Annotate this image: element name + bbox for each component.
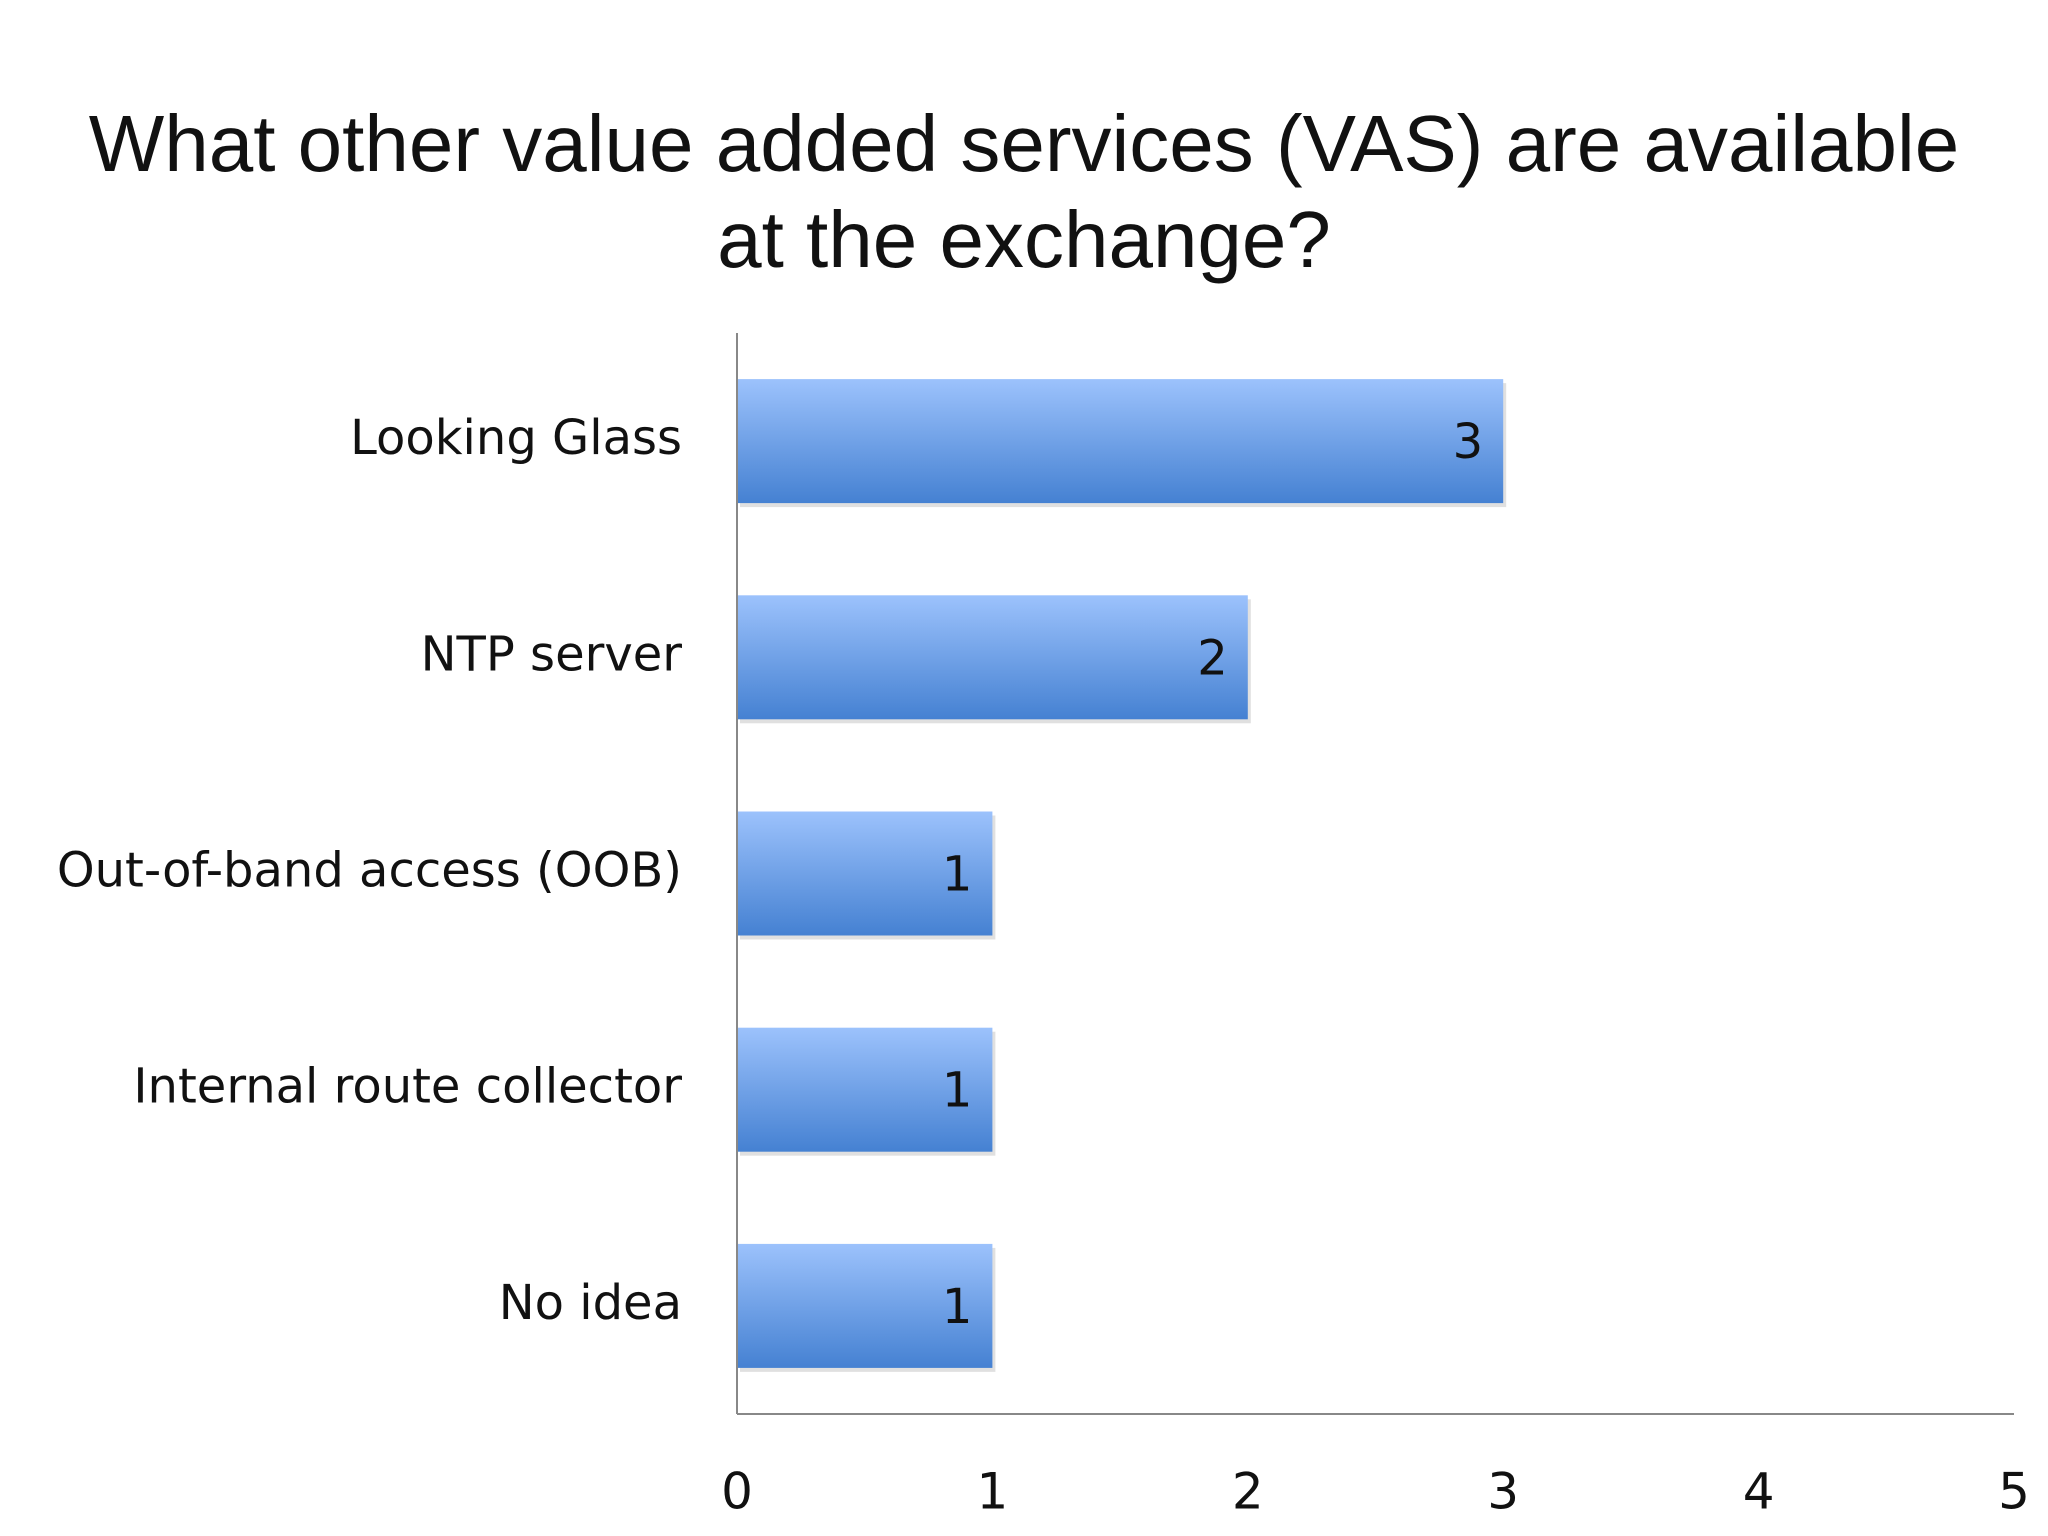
x-tick-label: 1 <box>976 1463 1008 1521</box>
x-tick-label: 4 <box>1743 1463 1775 1521</box>
category-label: No idea <box>499 1275 682 1331</box>
data-label: 1 <box>942 1063 973 1119</box>
bars-layer <box>737 379 1507 1372</box>
data-label: 1 <box>942 847 973 903</box>
bar <box>737 1243 993 1368</box>
chart-title-line-2: at the exchange? <box>717 195 1331 284</box>
chart-title: What other value added services (VAS) ar… <box>0 96 2048 288</box>
category-label: Internal route collector <box>133 1059 682 1115</box>
data-label: 3 <box>1453 414 1484 470</box>
bar <box>737 811 993 936</box>
category-label: Out-of-band access (OOB) <box>57 843 682 899</box>
x-tick-label: 5 <box>1998 1463 2030 1521</box>
x-tick-label: 2 <box>1232 1463 1264 1521</box>
bar <box>737 595 1248 720</box>
axes-layer <box>736 333 2014 1415</box>
chart-title-line-1: What other value added services (VAS) ar… <box>88 99 1960 188</box>
data-label: 1 <box>942 1279 973 1335</box>
bar <box>737 1027 993 1152</box>
x-tick-label: 0 <box>721 1463 753 1521</box>
bar <box>737 379 1504 504</box>
category-label: NTP server <box>421 626 683 682</box>
category-label: Looking Glass <box>350 410 682 466</box>
labels-layer: Looking Glass 3 NTP server 2 Out-of-band acc… <box>57 410 2030 1520</box>
x-tick-label: 3 <box>1487 1463 1519 1521</box>
data-label: 2 <box>1197 630 1228 686</box>
